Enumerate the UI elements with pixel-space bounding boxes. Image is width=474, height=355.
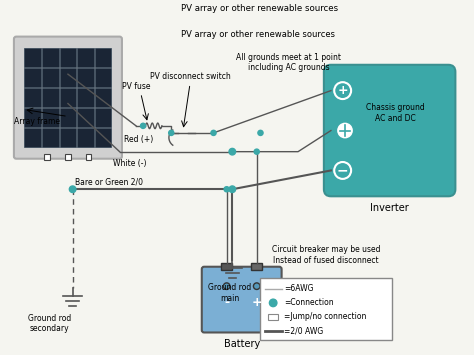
- Text: White (-): White (-): [112, 159, 146, 168]
- Bar: [86, 154, 91, 160]
- Circle shape: [258, 130, 263, 136]
- Bar: [42, 68, 59, 87]
- Text: Red (+): Red (+): [124, 135, 154, 144]
- Bar: [60, 128, 76, 147]
- Circle shape: [211, 130, 216, 136]
- Bar: [267, 314, 278, 320]
- Bar: [77, 108, 94, 127]
- Circle shape: [169, 130, 174, 136]
- Text: Inverter: Inverter: [370, 203, 409, 213]
- Text: +: +: [337, 84, 348, 97]
- Circle shape: [224, 187, 229, 192]
- Bar: [95, 88, 111, 107]
- Bar: [60, 88, 76, 107]
- Bar: [77, 68, 94, 87]
- Text: Ground rod
secondary: Ground rod secondary: [27, 314, 71, 333]
- Bar: [25, 128, 41, 147]
- Text: All grounds meet at 1 point
including AC grounds: All grounds meet at 1 point including AC…: [236, 53, 341, 72]
- Text: Bare or Green 2/0: Bare or Green 2/0: [75, 178, 143, 187]
- Text: Ground rod
main: Ground rod main: [209, 283, 252, 302]
- Text: -: -: [224, 296, 229, 309]
- Bar: [42, 48, 59, 67]
- Bar: [45, 154, 50, 160]
- Bar: [77, 128, 94, 147]
- Bar: [25, 68, 41, 87]
- Bar: [25, 88, 41, 107]
- Bar: [261, 278, 392, 339]
- Circle shape: [69, 186, 76, 192]
- Circle shape: [338, 124, 352, 138]
- Bar: [65, 154, 71, 160]
- Text: PV array or other renewable sources: PV array or other renewable sources: [181, 4, 338, 13]
- Bar: [42, 88, 59, 107]
- Circle shape: [334, 82, 351, 99]
- Bar: [77, 48, 94, 67]
- Circle shape: [269, 299, 277, 307]
- Bar: [42, 108, 59, 127]
- Circle shape: [229, 186, 236, 192]
- Circle shape: [229, 148, 236, 155]
- Bar: [95, 128, 111, 147]
- Bar: [25, 108, 41, 127]
- Text: Chassis ground
AC and DC: Chassis ground AC and DC: [366, 103, 425, 122]
- FancyBboxPatch shape: [202, 267, 282, 333]
- Bar: [251, 263, 263, 269]
- Bar: [25, 48, 41, 67]
- Text: =6AWG: =6AWG: [284, 284, 313, 293]
- Bar: [60, 108, 76, 127]
- Text: =Connection: =Connection: [284, 299, 334, 307]
- Text: PV array or other renewable sources: PV array or other renewable sources: [181, 29, 335, 39]
- Bar: [221, 263, 232, 269]
- Text: =2/0 AWG: =2/0 AWG: [284, 327, 323, 335]
- Bar: [95, 108, 111, 127]
- Bar: [95, 68, 111, 87]
- Text: Battery: Battery: [224, 339, 260, 349]
- FancyBboxPatch shape: [324, 65, 456, 196]
- Circle shape: [254, 283, 260, 289]
- Bar: [60, 68, 76, 87]
- Bar: [42, 128, 59, 147]
- Circle shape: [254, 149, 259, 154]
- Text: Array frame: Array frame: [14, 117, 60, 126]
- Circle shape: [140, 123, 146, 129]
- Text: Circuit breaker may be used
Instead of fused disconnect: Circuit breaker may be used Instead of f…: [272, 245, 381, 265]
- Text: +: +: [251, 296, 262, 309]
- Bar: [60, 48, 76, 67]
- Bar: [77, 88, 94, 107]
- Text: =Jump/no connection: =Jump/no connection: [284, 312, 366, 322]
- Text: PV fuse: PV fuse: [122, 82, 150, 91]
- Bar: [95, 48, 111, 67]
- Text: −: −: [337, 163, 348, 178]
- Circle shape: [334, 162, 351, 179]
- Circle shape: [223, 283, 230, 289]
- FancyBboxPatch shape: [14, 37, 122, 159]
- Text: PV disconnect switch: PV disconnect switch: [150, 72, 230, 81]
